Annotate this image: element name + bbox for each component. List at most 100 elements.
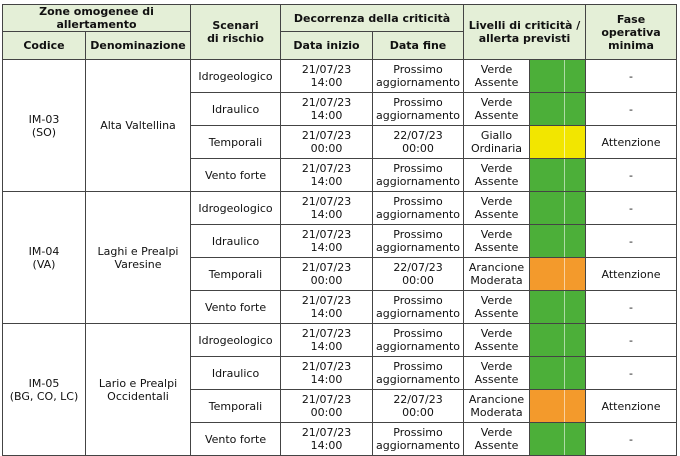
level-criticality: Assente xyxy=(474,208,519,221)
fase-cell: - xyxy=(585,191,678,225)
zone-name-line1: Lario e Prealpi xyxy=(98,376,178,390)
scenari-header-line2: di rischio xyxy=(207,32,264,45)
level-criticality: Assente xyxy=(474,76,519,89)
level-text-cell: Arancione Moderata xyxy=(463,389,531,423)
scenario-cell: Idrogeologico xyxy=(190,191,282,225)
zone-code-cell: IM-04 (VA) xyxy=(2,191,86,324)
start-time: 14:00 xyxy=(310,208,343,221)
livelli-header: Livelli di criticità / allerta previsti xyxy=(463,4,587,60)
fase-header-line3: minima xyxy=(608,38,654,52)
level-color-name: Verde xyxy=(480,162,513,175)
level-color-swatch xyxy=(530,423,585,455)
end-cell: Prossimo aggiornamento xyxy=(372,158,465,192)
start-cell: 21/07/23 14:00 xyxy=(280,158,374,192)
start-date: 21/07/23 xyxy=(301,228,352,241)
fase-value: - xyxy=(629,333,633,347)
level-color-swatch xyxy=(530,159,585,191)
level-color-name: Arancione xyxy=(468,261,525,274)
scenario-cell: Idrogeologico xyxy=(190,323,282,357)
data-inizio-header-text: Data inizio xyxy=(293,39,360,52)
start-time: 14:00 xyxy=(310,76,343,89)
level-color-name: Verde xyxy=(480,195,513,208)
scenario-cell: Temporali xyxy=(190,125,282,159)
level-color-swatch xyxy=(530,357,585,389)
level-color-name: Verde xyxy=(480,96,513,109)
end-line1: Prossimo xyxy=(393,162,443,175)
fase-value: - xyxy=(629,366,633,380)
zone-code-cell: IM-05 (BG, CO, LC) xyxy=(2,323,86,456)
end-cell: Prossimo aggiornamento xyxy=(372,323,465,357)
level-color-cell xyxy=(529,323,587,357)
end-line2: aggiornamento xyxy=(376,373,461,386)
scenario-cell: Idraulico xyxy=(190,224,282,258)
level-criticality: Assente xyxy=(474,175,519,188)
fase-value: Attenzione xyxy=(601,135,661,149)
zone-group-header-text: Zone omogenee di allertamento xyxy=(39,5,154,31)
end-cell: 22/07/23 00:00 xyxy=(372,389,465,423)
end-line2: aggiornamento xyxy=(376,208,461,221)
data-fine-header-text: Data fine xyxy=(389,39,447,52)
scenario-label: Idrogeologico xyxy=(198,201,273,215)
start-date: 21/07/23 xyxy=(301,294,352,307)
fase-cell: - xyxy=(585,323,678,357)
zone-name-line1: Laghi e Prealpi xyxy=(97,244,179,258)
start-cell: 21/07/23 14:00 xyxy=(280,323,374,357)
start-time: 14:00 xyxy=(310,340,343,353)
level-criticality: Assente xyxy=(474,373,519,386)
fase-cell: Attenzione xyxy=(585,389,678,423)
level-criticality: Assente xyxy=(474,340,519,353)
end-line2: aggiornamento xyxy=(376,241,461,254)
fase-value: Attenzione xyxy=(601,267,661,281)
level-text-cell: Verde Assente xyxy=(463,422,531,456)
start-cell: 21/07/23 00:00 xyxy=(280,389,374,423)
level-color-swatch xyxy=(530,225,585,257)
table-row: Temporali 21/07/23 00:00 22/07/23 00:00 Aranc… xyxy=(3,389,678,423)
start-cell: 21/07/23 14:00 xyxy=(280,59,374,93)
start-time: 14:00 xyxy=(310,175,343,188)
start-time: 14:00 xyxy=(310,307,343,320)
scenario-label: Vento forte xyxy=(204,168,267,182)
level-text-cell: Arancione Moderata xyxy=(463,257,531,291)
denominazione-header-text: Denominazione xyxy=(90,39,186,52)
fase-value: - xyxy=(629,300,633,314)
level-text-cell: Verde Assente xyxy=(463,224,531,258)
end-line1: Prossimo xyxy=(393,360,443,373)
end-line1: 22/07/23 xyxy=(393,261,443,274)
table-row: Temporali 21/07/23 00:00 22/07/23 00:00 Aranc… xyxy=(3,257,678,291)
level-color-swatch xyxy=(530,126,585,158)
level-color-name: Verde xyxy=(480,228,513,241)
livelli-header-line2: allerta previsti xyxy=(478,32,571,45)
level-text-cell: Verde Assente xyxy=(463,290,531,324)
start-date: 21/07/23 xyxy=(301,162,352,175)
table-row: IM-03 (SO) Alta Valtellina Idrogeologico 21/… xyxy=(2,59,678,192)
level-color-cell xyxy=(529,125,587,159)
end-line1: 22/07/23 xyxy=(393,393,443,406)
level-color-swatch xyxy=(530,60,585,92)
level-color-cell xyxy=(529,59,587,93)
level-color-cell xyxy=(529,191,587,225)
start-date: 21/07/23 xyxy=(301,327,352,340)
zone-group-header: Zone omogenee di allertamento xyxy=(1,4,192,32)
end-line1: Prossimo xyxy=(393,96,443,109)
livelli-header-line1: Livelli di criticità / xyxy=(468,19,581,32)
fase-header-line2: operativa xyxy=(601,25,661,39)
data-inizio-header: Data inizio xyxy=(280,31,374,60)
level-criticality: Ordinaria xyxy=(470,142,523,155)
level-criticality: Moderata xyxy=(470,274,523,287)
decorrenza-header: Decorrenza della criticità xyxy=(280,4,465,32)
scenario-cell: Vento forte xyxy=(190,290,282,324)
end-line1: Prossimo xyxy=(393,63,443,76)
fase-header-line1: Fase xyxy=(616,12,646,26)
zone-code: IM-04 xyxy=(28,244,60,258)
level-text-cell: Giallo Ordinaria xyxy=(463,125,531,159)
level-text-cell: Verde Assente xyxy=(463,191,531,225)
end-line2: 00:00 xyxy=(402,406,434,419)
zone-province: (BG, CO, LC) xyxy=(9,389,79,403)
scenario-cell: Vento forte xyxy=(190,158,282,192)
table-row: Idraulico 21/07/23 14:00 Prossimo aggiorname… xyxy=(3,224,678,258)
scenario-label: Temporali xyxy=(208,135,263,149)
end-line2: 00:00 xyxy=(402,274,434,287)
scenario-label: Idraulico xyxy=(211,102,260,116)
start-time: 14:00 xyxy=(310,241,343,254)
scenario-cell: Temporali xyxy=(190,257,282,291)
